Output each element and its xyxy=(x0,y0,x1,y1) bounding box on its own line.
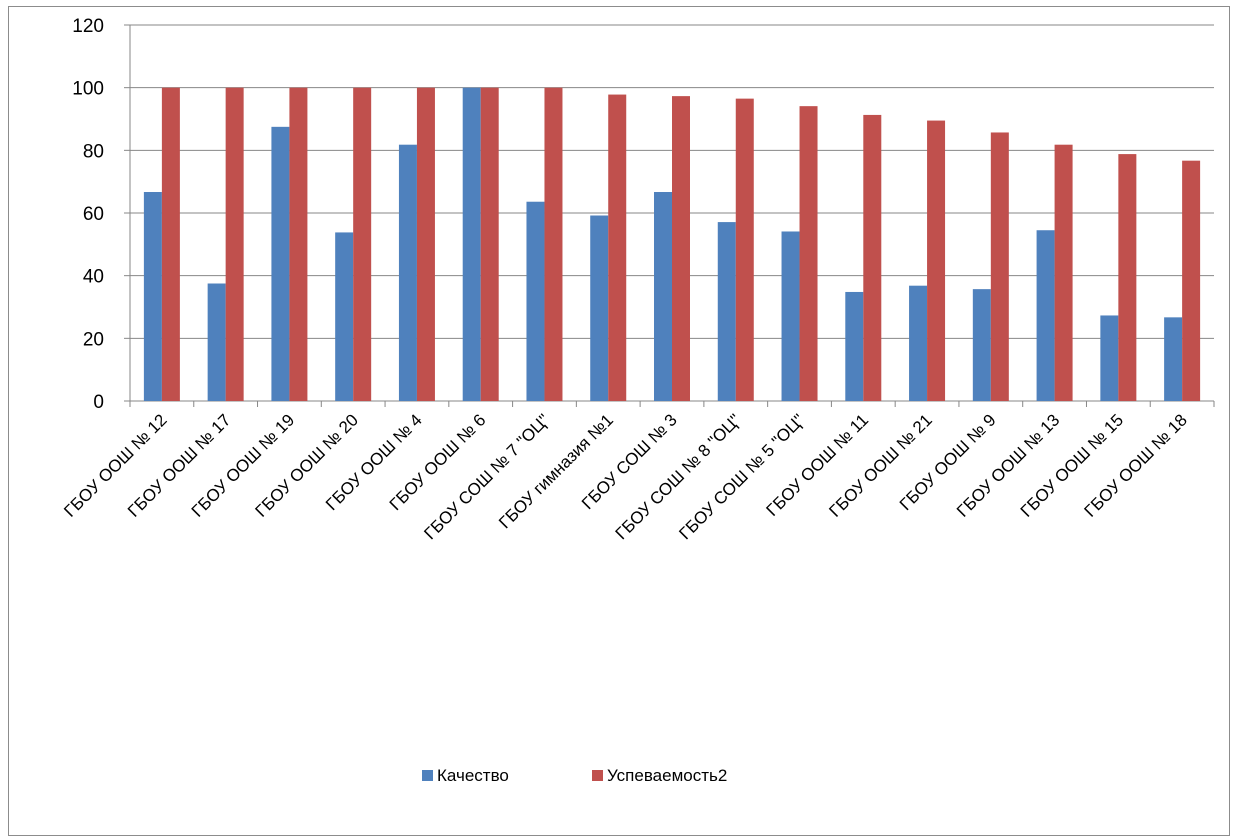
bar-uspevaemost xyxy=(480,87,499,402)
y-tick-label: 20 xyxy=(83,329,104,350)
bar-uspevaemost xyxy=(1118,154,1137,401)
bar-uspevaemost xyxy=(863,114,882,401)
bar-kachestvo xyxy=(781,231,800,401)
y-tick-label: 60 xyxy=(83,204,104,225)
bar-kachestvo xyxy=(526,201,545,401)
bar-uspevaemost xyxy=(353,87,372,402)
chart-frame xyxy=(8,6,1230,836)
bar-kachestvo xyxy=(909,285,928,401)
bar-uspevaemost xyxy=(990,132,1009,401)
bar-kachestvo xyxy=(717,222,736,401)
bar-kachestvo xyxy=(398,144,417,401)
chart-area: 0 20 40 60 80 100 120 ГБОУ ООШ № 12 ГБОУ ООШ № 1… xyxy=(8,6,1230,836)
bar-kachestvo xyxy=(335,232,354,401)
bar-uspevaemost xyxy=(1182,160,1201,401)
bar-uspevaemost xyxy=(735,98,754,401)
legend-swatch-kachestvo xyxy=(422,770,433,781)
y-tick-label: 0 xyxy=(93,392,104,413)
bar-uspevaemost xyxy=(1054,144,1073,401)
bar-uspevaemost xyxy=(608,94,627,401)
bar-uspevaemost xyxy=(544,87,563,402)
bar-kachestvo xyxy=(972,289,991,401)
bar-kachestvo xyxy=(590,215,609,401)
bar-uspevaemost xyxy=(927,120,946,402)
bar-uspevaemost xyxy=(289,87,308,402)
bar-uspevaemost xyxy=(672,96,690,402)
bar-kachestvo xyxy=(207,283,226,401)
legend-swatch-uspevaemost xyxy=(592,770,603,781)
y-tick-label: 80 xyxy=(83,141,104,162)
bar-uspevaemost xyxy=(225,87,244,402)
bar-uspevaemost xyxy=(799,106,818,402)
bar-kachestvo xyxy=(654,192,672,401)
bar-kachestvo xyxy=(271,126,290,401)
legend-label-kachestvo: Качество xyxy=(437,766,509,785)
legend-label-uspevaemost: Успеваемость2 xyxy=(607,766,727,785)
y-tick-label: 40 xyxy=(83,267,104,288)
y-tick-label: 100 xyxy=(72,79,104,100)
bar-kachestvo xyxy=(845,291,864,401)
bar-kachestvo xyxy=(143,192,162,401)
bar-uspevaemost xyxy=(416,87,435,402)
bar-uspevaemost xyxy=(161,87,180,402)
bar-kachestvo xyxy=(1036,230,1055,401)
bar-kachestvo xyxy=(1164,317,1183,401)
bar-kachestvo xyxy=(462,87,481,402)
bar-kachestvo xyxy=(1100,315,1119,401)
y-tick-label: 120 xyxy=(72,16,104,37)
